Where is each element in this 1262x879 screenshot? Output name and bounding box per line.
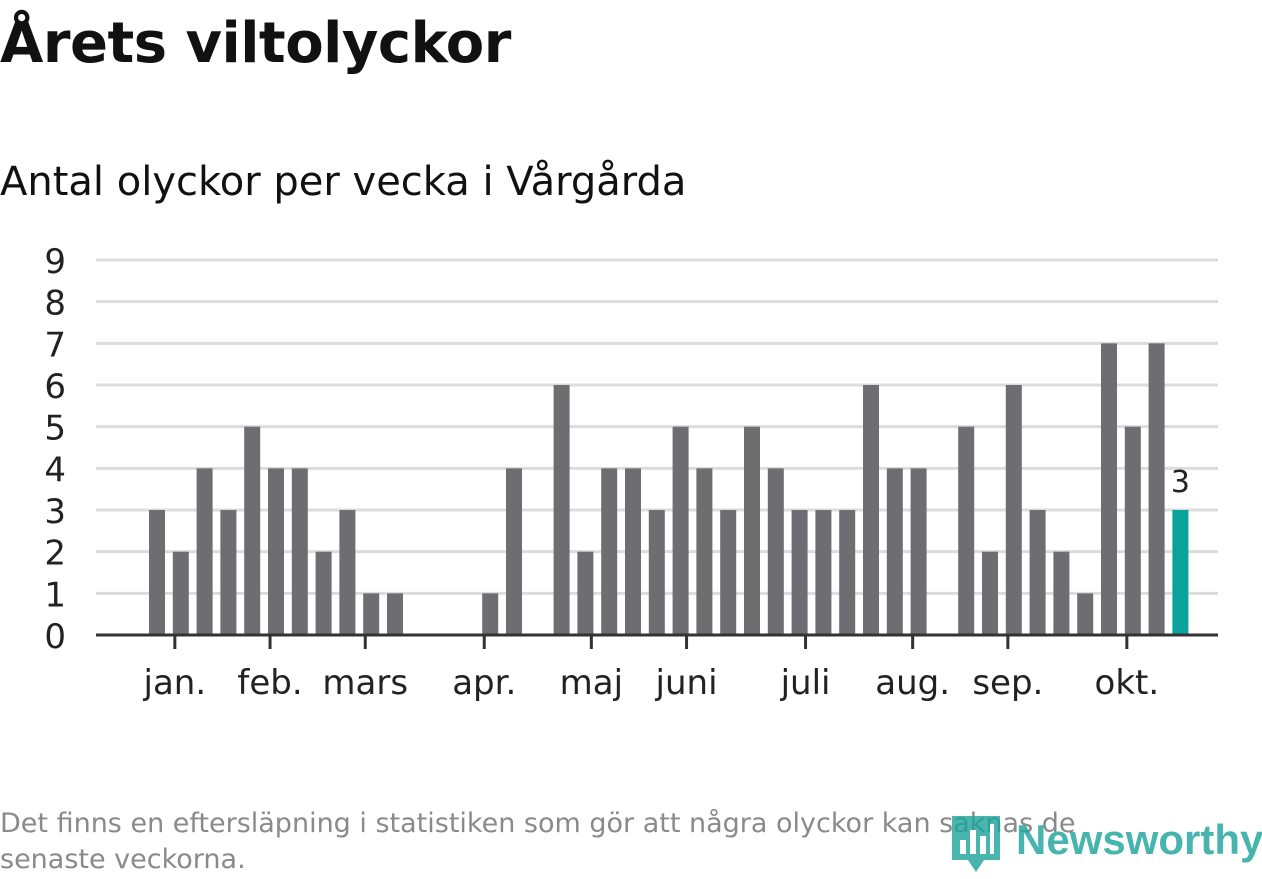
x-tick-label: mars — [322, 663, 408, 703]
y-tick-label: 0 — [44, 617, 66, 657]
bar — [744, 426, 760, 635]
bar — [291, 468, 308, 635]
bar — [1148, 343, 1165, 635]
bar — [268, 468, 284, 635]
x-tick-label: jan. — [143, 663, 207, 703]
bar — [1077, 593, 1094, 635]
bar — [577, 551, 594, 635]
bar — [196, 468, 213, 635]
bar — [553, 385, 570, 635]
x-tick-label: aug. — [875, 663, 950, 703]
bars — [149, 343, 1189, 635]
x-tick-label: feb. — [237, 663, 302, 703]
logo-text: Newsworthy — [1016, 816, 1262, 863]
bar-chart-logo-icon — [952, 816, 1000, 872]
bar — [172, 551, 189, 635]
bar — [1029, 510, 1046, 635]
bar — [625, 468, 641, 635]
x-tick-label: juli — [780, 663, 831, 703]
y-tick-label: 4 — [44, 450, 66, 490]
bar — [886, 468, 903, 635]
x-tick-label: apr. — [452, 663, 516, 703]
highlighted-bar — [1172, 510, 1189, 635]
highlighted-bar-value-label: 3 — [1171, 465, 1190, 500]
y-tick-label: 8 — [44, 284, 66, 324]
y-tick-label: 6 — [44, 367, 66, 407]
bar — [815, 510, 832, 635]
bar — [1053, 551, 1070, 635]
bar — [1005, 385, 1022, 635]
bar — [791, 510, 808, 635]
bar — [244, 426, 261, 635]
bar — [387, 593, 403, 635]
bar — [648, 510, 665, 635]
bar — [910, 468, 927, 635]
chart-title: Årets viltolyckor — [0, 11, 511, 76]
bar — [696, 468, 713, 635]
bar — [839, 510, 856, 635]
y-tick-label: 5 — [44, 409, 66, 449]
bar — [601, 468, 618, 635]
bar — [958, 426, 975, 635]
x-tick-label: juni — [655, 663, 718, 703]
x-tick-label: maj — [560, 663, 623, 703]
chart-subtitle: Antal olyckor per vecka i Vårgårda — [0, 159, 687, 205]
bar — [339, 510, 356, 635]
bar — [315, 551, 332, 635]
x-tick-label: okt. — [1095, 663, 1160, 703]
bar — [482, 593, 499, 635]
bar — [767, 468, 784, 635]
bar — [982, 551, 998, 635]
y-tick-label: 7 — [44, 325, 66, 365]
bar — [220, 510, 237, 635]
y-tick-label: 2 — [44, 534, 66, 574]
bar — [363, 593, 380, 635]
x-tick-label: sep. — [972, 663, 1043, 703]
bar — [720, 510, 737, 635]
y-tick-label: 1 — [44, 575, 66, 615]
bar — [863, 385, 879, 635]
bar — [149, 510, 165, 635]
y-tick-label: 3 — [44, 492, 66, 532]
bar — [1124, 426, 1141, 635]
bar — [506, 468, 522, 635]
axes — [96, 633, 1218, 649]
newsworthy-logo: Newsworthy — [950, 812, 1262, 876]
bar — [1101, 343, 1117, 635]
y-tick-label: 9 — [44, 242, 66, 282]
bar — [672, 426, 689, 635]
